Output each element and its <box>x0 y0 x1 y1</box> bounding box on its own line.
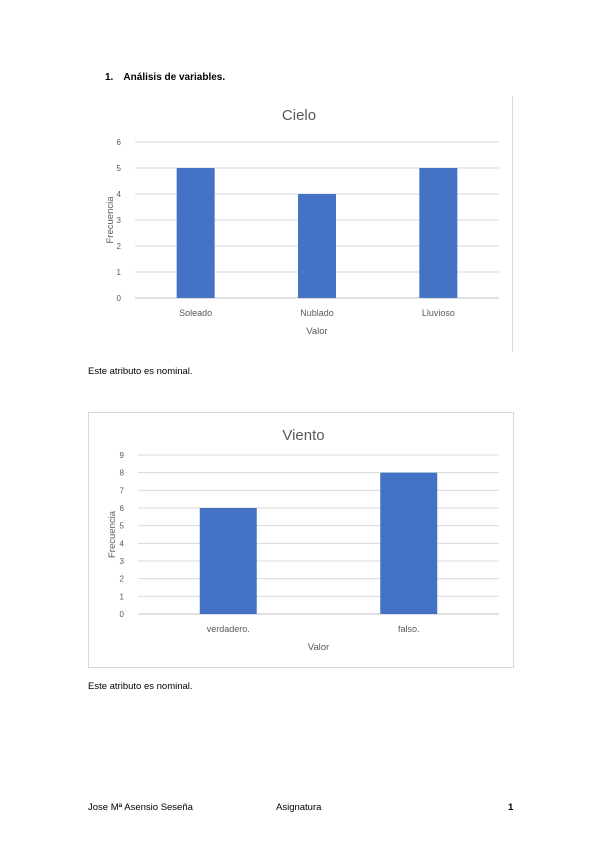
x-tick-label: Nublado <box>300 308 334 318</box>
section-heading: 1. Análisis de variables. <box>105 72 225 83</box>
section-number: 1. <box>105 72 114 83</box>
y-tick-label: 5 <box>120 522 125 531</box>
x-tick-label: Lluvioso <box>422 308 455 318</box>
y-tick-label: 7 <box>120 486 125 495</box>
y-tick-label: 5 <box>117 164 122 173</box>
x-tick-label: Soleado <box>179 308 212 318</box>
x-tick-label: verdadero. <box>207 624 250 634</box>
bar-nublado <box>298 194 336 298</box>
chart-note-cielo: Este atributo es nominal. <box>88 366 193 377</box>
chart-note-viento: Este atributo es nominal. <box>88 681 193 692</box>
y-tick-label: 0 <box>117 294 122 303</box>
y-tick-label: 1 <box>117 268 122 277</box>
y-tick-label: 1 <box>120 592 125 601</box>
footer-author: Jose Mª Asensio Seseña <box>88 802 193 813</box>
footer-subject: Asignatura <box>276 802 322 813</box>
bar-falso <box>380 472 438 614</box>
y-tick-label: 6 <box>117 138 122 147</box>
y-tick-label: 2 <box>117 242 122 251</box>
bar-soleado <box>176 168 215 298</box>
y-tick-label: 8 <box>120 469 125 478</box>
y-axis-label: Frecuencia <box>107 510 118 558</box>
y-tick-label: 3 <box>117 216 122 225</box>
chart-title: Cielo <box>282 107 316 124</box>
cielo-chart: Cielo 0 1 2 3 4 5 6 Soleado Nublado Lluvioso Valor F… <box>88 96 513 352</box>
y-axis-label: Frecuencia <box>105 196 116 244</box>
y-tick-label: 4 <box>117 190 122 199</box>
x-tick-label: falso. <box>398 624 420 634</box>
bar-verdadero <box>199 508 257 614</box>
y-tick-label: 9 <box>120 451 125 460</box>
y-tick-label: 3 <box>120 557 125 566</box>
viento-chart-svg: Viento 0 1 2 3 4 5 6 7 8 9 verdadero. falso. Valor Fre… <box>107 427 499 653</box>
section-title: Análisis de variables. <box>123 72 226 83</box>
y-tick-label: 0 <box>120 610 125 619</box>
footer-page-number: 1 <box>508 802 514 813</box>
x-axis-label: Valor <box>308 642 329 653</box>
y-tick-label: 2 <box>120 575 125 584</box>
chart-title: Viento <box>282 427 324 444</box>
viento-chart: Viento 0 1 2 3 4 5 6 7 8 9 verdadero. falso. Valor Fre… <box>88 412 514 668</box>
cielo-chart-svg: Cielo 0 1 2 3 4 5 6 Soleado Nublado Lluvioso Valor F… <box>105 107 499 337</box>
y-tick-label: 6 <box>120 504 125 513</box>
y-tick-label: 4 <box>120 539 125 548</box>
x-axis-label: Valor <box>306 326 327 337</box>
bar-lluvioso <box>419 168 458 298</box>
